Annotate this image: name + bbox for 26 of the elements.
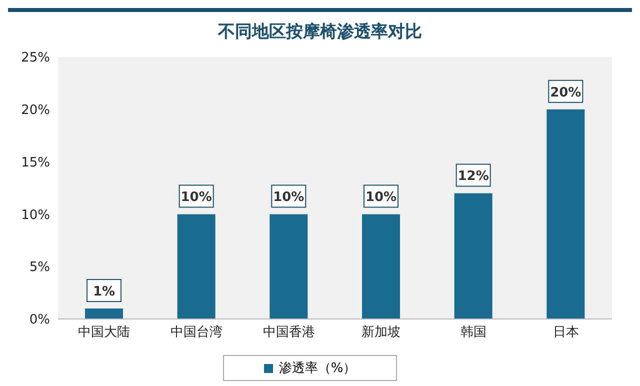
- y-tick-label: 15%: [21, 155, 50, 170]
- data-label: 10%: [273, 190, 304, 206]
- bar: [85, 308, 123, 319]
- y-tick-label: 25%: [21, 50, 50, 66]
- y-tick-label: 0%: [29, 312, 50, 328]
- data-label: 20%: [550, 85, 582, 100]
- x-tick-label: 中国大陆: [78, 325, 130, 340]
- data-label: 12%: [458, 169, 489, 184]
- chart-title: 不同地区按摩椅渗透率对比: [216, 21, 423, 44]
- data-label: 10%: [365, 190, 397, 206]
- bar: [177, 214, 216, 319]
- y-tick-label: 5%: [29, 260, 50, 276]
- x-tick-label: 中国香港: [262, 325, 315, 340]
- bar: [270, 214, 308, 319]
- bar: [546, 109, 585, 319]
- y-tick-label: 10%: [21, 208, 50, 223]
- bar: [362, 214, 400, 319]
- y-tick-label: 20%: [21, 103, 50, 118]
- x-tick-label: 新加坡: [362, 325, 401, 340]
- x-tick-label: 中国台湾: [170, 324, 222, 340]
- data-label: 10%: [180, 190, 212, 206]
- legend-label: 渗透率（%）: [278, 360, 356, 377]
- x-tick-label: 日本: [552, 325, 579, 340]
- x-tick-label: 韩国: [460, 325, 486, 340]
- bar: [454, 193, 492, 319]
- data-label: 1%: [92, 284, 116, 300]
